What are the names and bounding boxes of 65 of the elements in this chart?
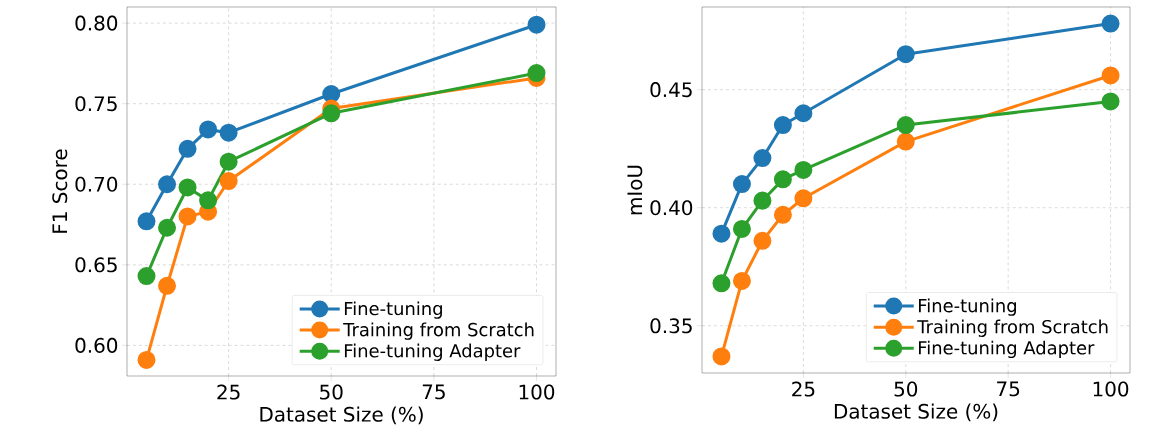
x-tick-label: 100 xyxy=(519,384,555,400)
point xyxy=(794,189,813,208)
point xyxy=(1101,92,1120,111)
point xyxy=(732,271,751,290)
x-axis-title: Dataset Size (%) xyxy=(260,406,423,425)
point xyxy=(322,104,341,123)
point xyxy=(732,175,751,194)
point xyxy=(712,224,731,243)
y-tick-label: 0.45 xyxy=(650,82,692,98)
y-tick-label: 0.75 xyxy=(75,96,117,112)
y-tick-label: 0.70 xyxy=(75,176,118,192)
x-tick-label: 75 xyxy=(422,384,445,400)
y-tick-label: 0.80 xyxy=(75,15,118,31)
point xyxy=(219,152,238,171)
point xyxy=(137,350,156,369)
point xyxy=(178,207,197,226)
y-tick-label: 0.65 xyxy=(75,257,117,273)
point xyxy=(753,149,772,168)
x-tick-label: 50 xyxy=(320,384,343,400)
legend-label: Fine-tuning xyxy=(918,298,1016,316)
point xyxy=(1101,66,1120,85)
point xyxy=(219,172,238,191)
point xyxy=(794,160,813,179)
point xyxy=(753,191,772,210)
point xyxy=(199,191,218,210)
point xyxy=(896,132,915,151)
point xyxy=(158,218,177,237)
legend-label: Fine-tuning Adapter xyxy=(918,340,1095,359)
point xyxy=(712,347,731,366)
y-tick-label: 0.40 xyxy=(650,200,693,216)
point xyxy=(732,219,751,238)
x-tick-label: 25 xyxy=(792,381,815,397)
point xyxy=(158,276,177,295)
point xyxy=(219,123,238,142)
x-tick-label: 25 xyxy=(217,384,240,400)
point xyxy=(158,175,177,194)
point xyxy=(773,205,792,224)
point xyxy=(527,64,546,83)
point xyxy=(178,178,197,197)
legend-label: Fine-tuning Adapter xyxy=(344,343,521,361)
legend-label: Training from Scratch xyxy=(917,319,1108,337)
point xyxy=(527,15,546,34)
legend-label: Training from Scratch xyxy=(343,322,534,340)
x-tick-label: 50 xyxy=(894,381,918,397)
x-tick-label: 100 xyxy=(1093,381,1129,397)
y-tick-label: 0.60 xyxy=(75,337,118,353)
point xyxy=(896,116,915,135)
y-axis-title: F1 Score xyxy=(52,149,68,233)
point xyxy=(773,170,792,189)
x-tick-label: 75 xyxy=(997,381,1020,397)
point xyxy=(178,139,197,158)
point xyxy=(137,267,156,286)
point xyxy=(199,120,218,139)
point xyxy=(794,104,813,123)
y-tick-label: 0.35 xyxy=(650,318,692,334)
legend-label: Fine-tuning xyxy=(344,301,442,319)
point xyxy=(712,274,731,293)
y-axis-title: mIoU xyxy=(627,165,643,215)
point xyxy=(322,85,341,104)
point xyxy=(773,116,792,135)
point xyxy=(896,45,915,64)
point xyxy=(1101,14,1120,33)
point xyxy=(753,231,772,250)
x-axis-title: Dataset Size (%) xyxy=(834,403,998,422)
point xyxy=(137,212,156,231)
